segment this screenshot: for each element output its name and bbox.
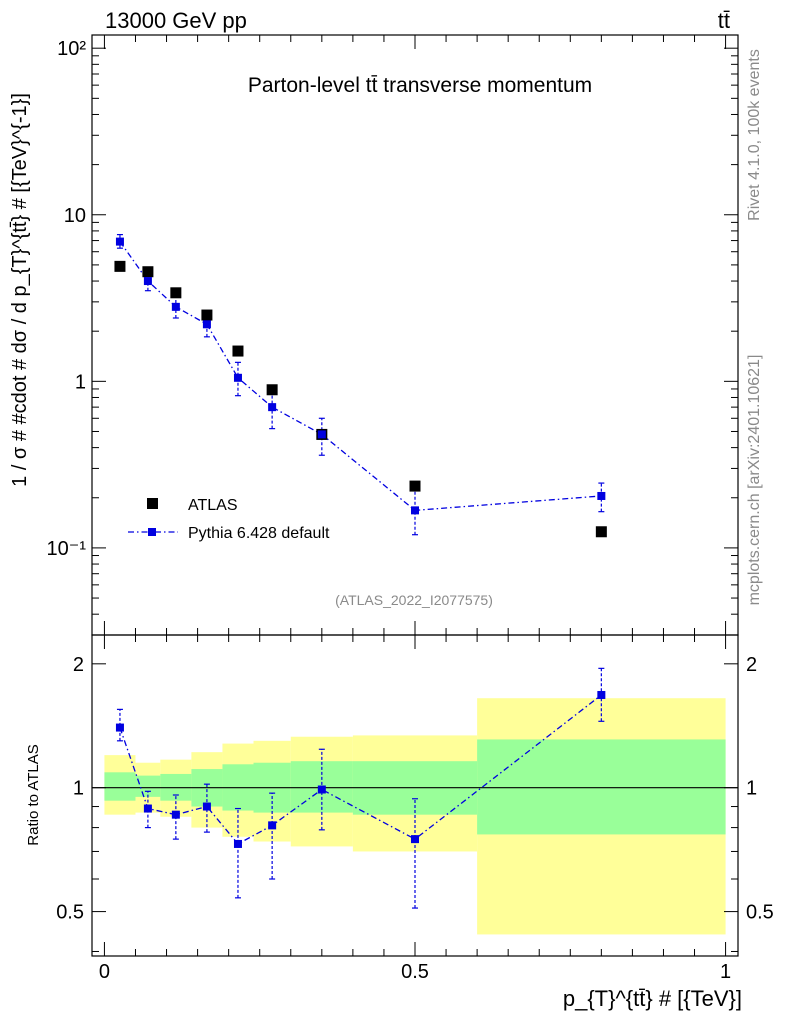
atlas-point — [201, 309, 213, 321]
analysis-id: (ATLAS_2022_I2077575) — [335, 592, 493, 608]
ratio-point — [143, 804, 152, 813]
legend-atlas-marker — [147, 498, 158, 509]
atlas-point — [142, 266, 154, 278]
ratio-ytick-label-left: 0.5 — [56, 902, 84, 924]
main-ytick-label: 10 — [64, 205, 86, 227]
main-series-layer — [114, 234, 607, 538]
source-label: mcplots.cern.ch [arXiv:2401.10621] — [746, 355, 763, 606]
ratio-ytick-label-right: 1 — [746, 778, 757, 800]
atlas-point — [409, 480, 421, 492]
pythia-point — [202, 320, 211, 329]
main-axes: 10⁻¹ 1 10 10² — [47, 34, 739, 636]
process-label: tt̄ — [718, 8, 730, 33]
xtick-label: 1 — [720, 961, 731, 983]
rivet-label: Rivet 4.1.0, 100k events — [746, 49, 763, 221]
inner-band-bin — [477, 739, 726, 835]
ratio-axes: 0.5 0.5 1 1 2 2 0 0.5 1 — [56, 634, 774, 983]
ratio-ytick-label-right: 2 — [746, 654, 757, 676]
pythia-point — [411, 506, 419, 515]
xtick-label: 0.5 — [401, 961, 429, 983]
x-axis-label: p_{T}^{tt̄} # [{TeV}] — [563, 986, 742, 1011]
legend-pythia-label: Pythia 6.428 default — [188, 525, 330, 542]
ratio-series-layer — [115, 667, 606, 909]
ratio-point — [202, 802, 211, 811]
ratio-point — [233, 839, 242, 848]
main-ylabel: 1 / σ # #cdot # dσ / d p_{T}^{tt̄} # [{T… — [9, 93, 31, 487]
ratio-line — [119, 694, 602, 845]
ratio-point — [597, 690, 606, 699]
plot-title: Parton-level tt̄ transverse momentum — [248, 74, 592, 97]
ratio-ytick-label-right: 0.5 — [746, 902, 774, 924]
ratio-ytick-label-left: 1 — [73, 778, 84, 800]
pythia-point — [268, 403, 277, 412]
atlas-point — [266, 384, 278, 396]
ratio-point — [171, 810, 180, 819]
atlas-point — [114, 260, 126, 272]
legend-atlas-label: ATLAS — [188, 497, 238, 514]
ratio-point — [317, 785, 326, 794]
main-ytick-label: 10² — [57, 38, 86, 60]
pythia-point — [143, 277, 152, 286]
pythia-point — [597, 491, 606, 500]
pythia-point — [171, 302, 180, 311]
inner-band-bin — [104, 772, 136, 801]
pythia-point — [317, 430, 326, 439]
ratio-point — [268, 821, 277, 830]
pythia-point — [115, 237, 124, 246]
atlas-point — [595, 526, 607, 538]
atlas-point — [232, 345, 244, 357]
main-ytick-label: 10⁻¹ — [47, 538, 87, 560]
ratio-ylabel: Ratio to ATLAS — [25, 744, 42, 845]
pythia-line — [119, 241, 602, 512]
xtick-label: 0 — [99, 961, 110, 983]
atlas-point — [170, 287, 182, 299]
ratio-uncertainty-bands — [104, 698, 726, 935]
main-ytick-label: 1 — [75, 371, 86, 393]
inner-band-bin — [135, 775, 161, 797]
main-frame — [91, 34, 739, 636]
ratio-point — [115, 723, 124, 732]
legend-pythia-marker — [148, 528, 156, 536]
energy-label: 13000 GeV pp — [105, 8, 247, 33]
legend: ATLAS Pythia 6.428 default — [128, 497, 330, 542]
ratio-point — [411, 835, 419, 844]
pythia-point — [233, 373, 242, 382]
ratio-ytick-label-left: 2 — [73, 654, 84, 676]
